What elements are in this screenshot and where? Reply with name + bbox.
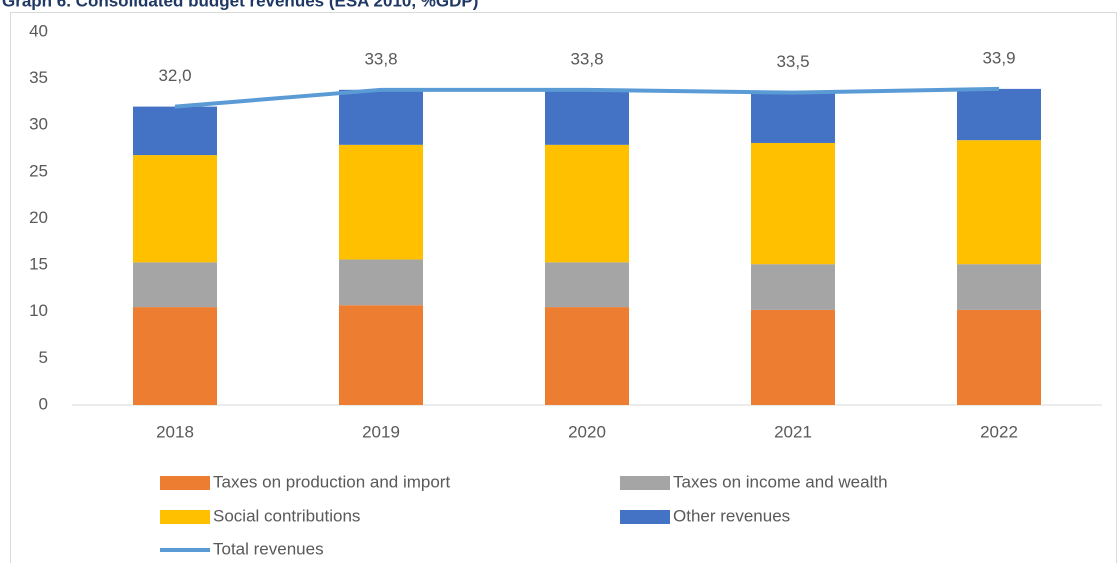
x-tick-label: 2018: [156, 422, 194, 441]
data-label: 33,9: [982, 48, 1015, 67]
legend-swatch: [160, 476, 210, 490]
y-tick-label: 30: [29, 115, 48, 134]
y-tick-label: 10: [29, 301, 48, 320]
y-tick-label: 15: [29, 255, 48, 274]
bar-segment: [339, 305, 423, 405]
y-tick-label: 35: [29, 68, 48, 87]
bar-segment: [133, 155, 217, 263]
bar-segment: [133, 106, 217, 156]
bar-segment: [133, 262, 217, 308]
bar-segment: [957, 264, 1041, 310]
legend-label: Social contributions: [213, 506, 360, 525]
data-label: 33,8: [364, 49, 397, 68]
bar-segment: [751, 264, 835, 310]
bar-segment: [133, 307, 217, 405]
legend-label: Taxes on income and wealth: [673, 472, 888, 491]
bar-segment: [545, 144, 629, 263]
bar-segment: [957, 88, 1041, 141]
bar-segment: [957, 309, 1041, 405]
legend-swatch: [620, 510, 670, 524]
y-tick-label: 0: [39, 394, 48, 413]
bar-segment: [545, 307, 629, 405]
legend-swatch: [160, 510, 210, 524]
chart-title: Graph 6. Consolidated budget revenues (E…: [2, 0, 478, 10]
legend-label: Other revenues: [673, 506, 790, 525]
chart-border: [10, 12, 1117, 563]
x-tick-label: 2019: [362, 422, 400, 441]
bar-segment: [339, 144, 423, 260]
bar-segment: [751, 309, 835, 405]
bar-segment: [751, 142, 835, 265]
data-label: 32,0: [158, 66, 191, 85]
bar-segment: [545, 262, 629, 308]
x-tick-label: 2022: [980, 422, 1018, 441]
y-tick-label: 40: [29, 21, 48, 40]
bar-segment: [751, 92, 835, 143]
data-label: 33,8: [570, 49, 603, 68]
total-line: [174, 86, 1000, 109]
legend-label: Taxes on production and import: [213, 472, 450, 491]
bar-segment: [545, 89, 629, 145]
data-label: 33,5: [776, 52, 809, 71]
legend-label: Total revenues: [213, 539, 324, 558]
legend-swatch: [620, 476, 670, 490]
y-tick-label: 5: [39, 348, 48, 367]
bar-segment: [957, 140, 1041, 265]
bar-segment: [339, 259, 423, 306]
x-tick-label: 2021: [774, 422, 812, 441]
y-tick-label: 20: [29, 208, 48, 227]
bar-segment: [339, 89, 423, 145]
y-tick-label: 25: [29, 161, 48, 180]
x-tick-label: 2020: [568, 422, 606, 441]
